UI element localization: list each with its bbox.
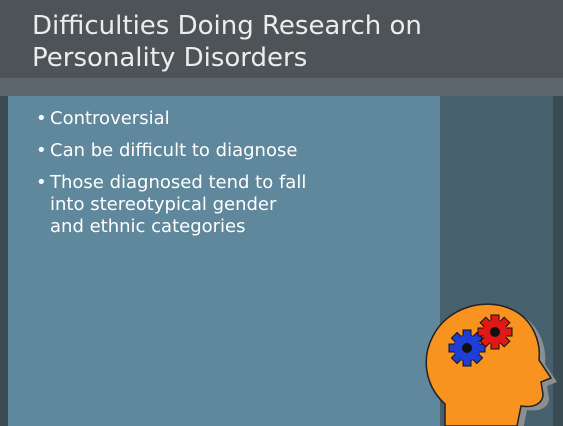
slide-title: Difficulties Doing Research on Personali… [32, 10, 422, 74]
slide: Difficulties Doing Research on Personali… [0, 0, 563, 426]
bullet: Those diagnosed tend to fall into stereo… [36, 172, 311, 238]
header-strip [0, 78, 563, 96]
title-line: Personality Disorders [32, 42, 422, 74]
head-gears-icon [415, 286, 560, 426]
bullet: Controversial [36, 108, 311, 130]
title-line: Difficulties Doing Research on [32, 10, 422, 42]
bullet: Can be difficult to diagnose [36, 140, 311, 162]
bullet-list: Controversial Can be difficult to diagno… [36, 108, 311, 248]
